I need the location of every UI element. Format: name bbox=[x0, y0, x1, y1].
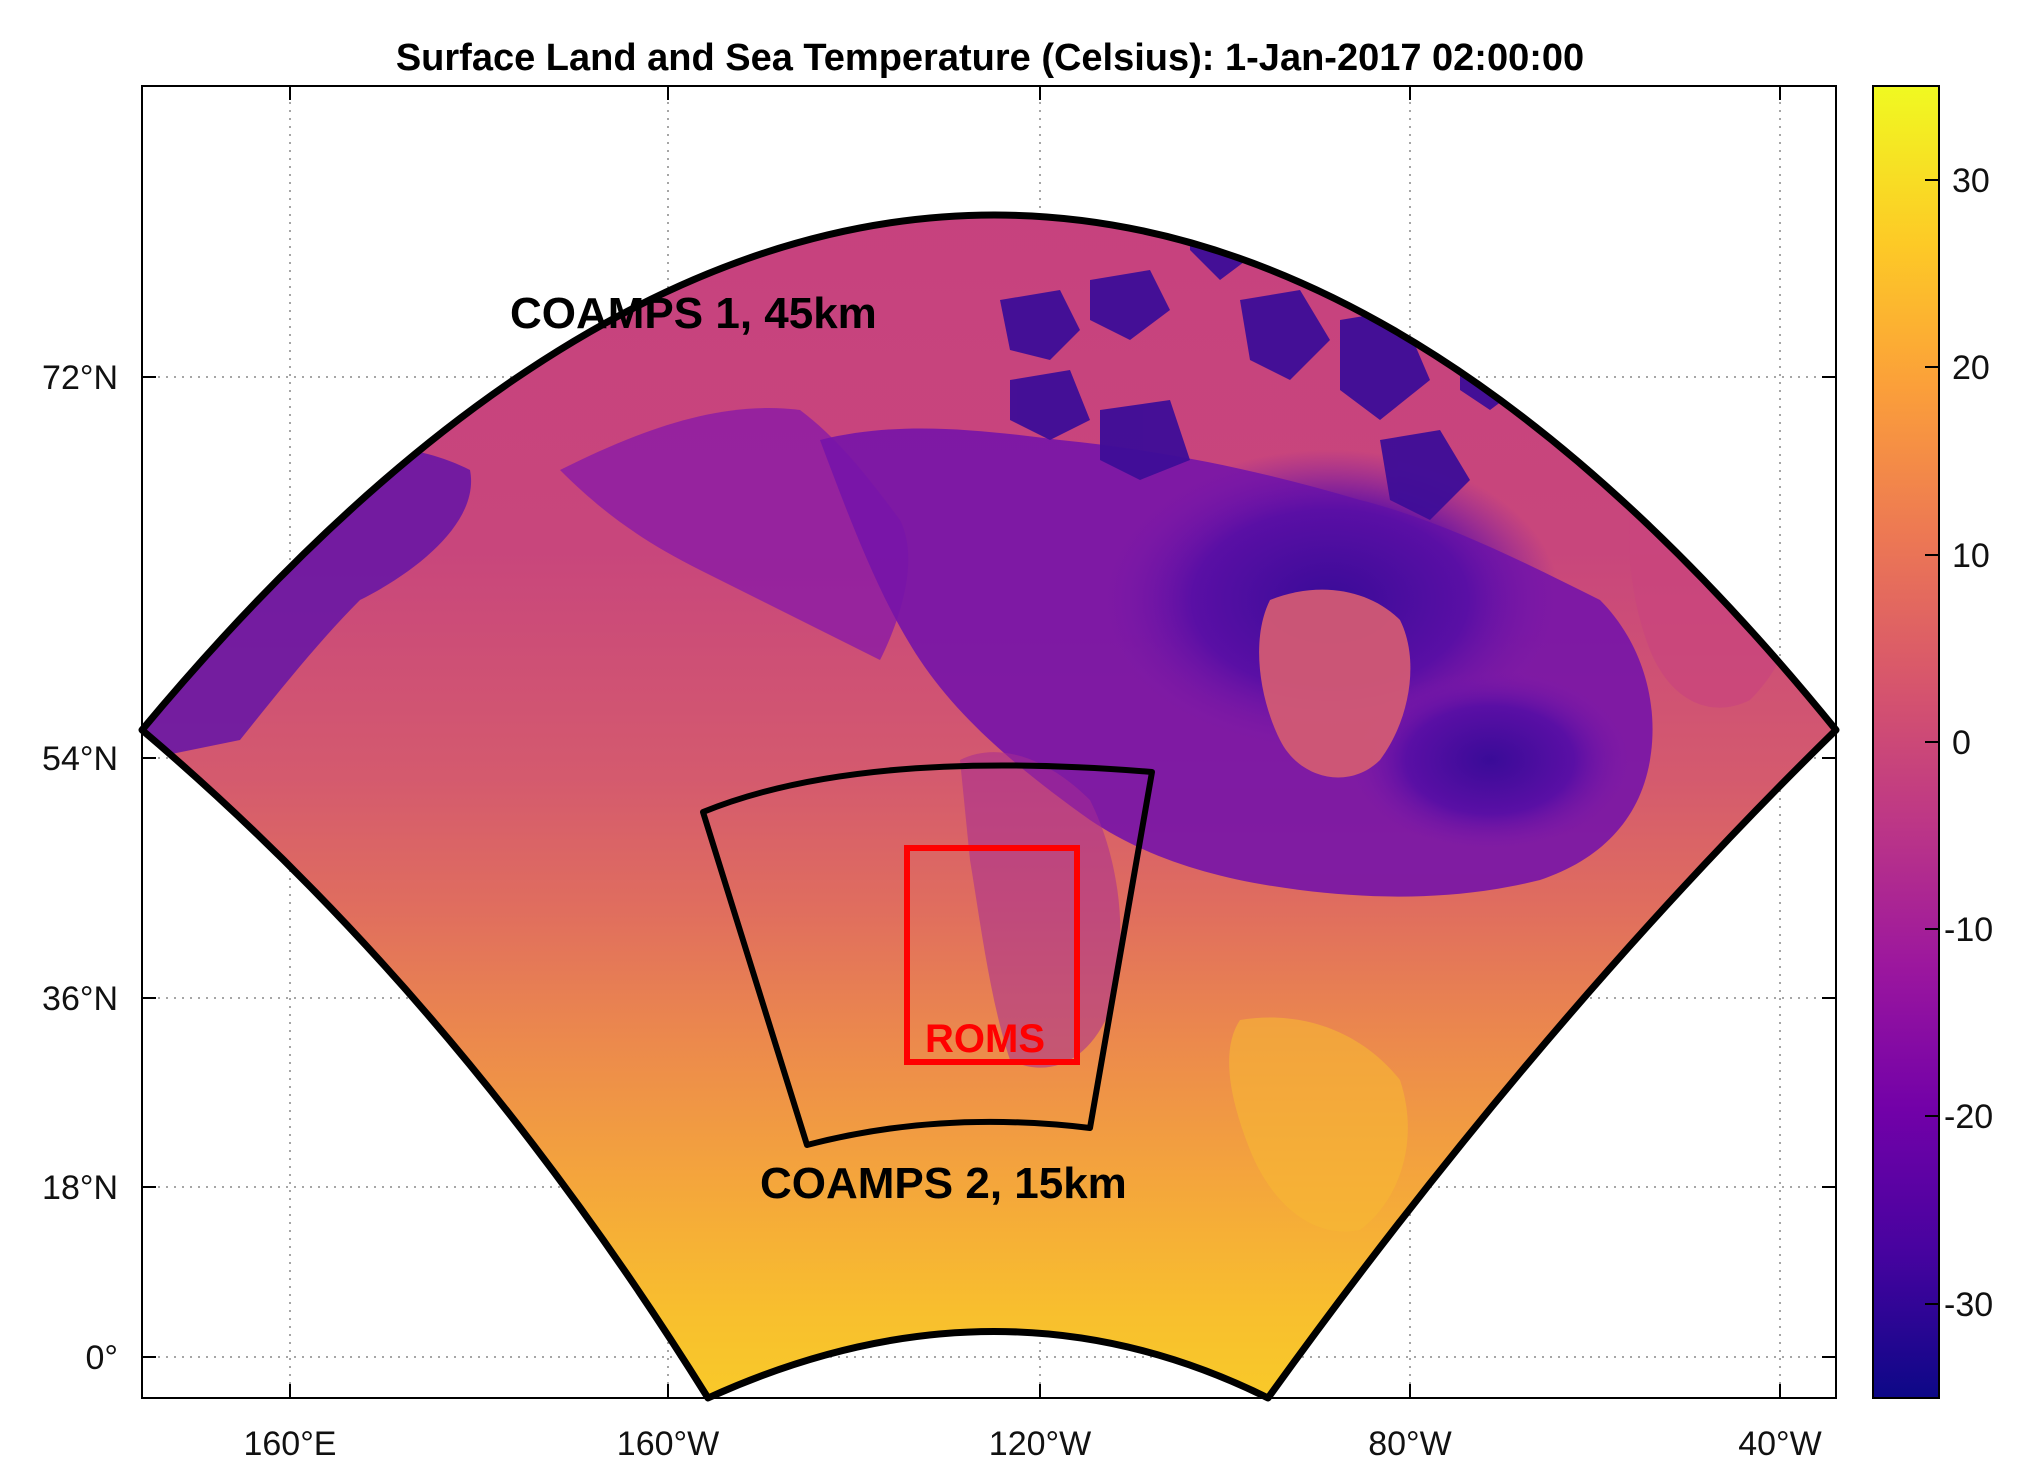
lon-tick-80W: 80°W bbox=[1368, 1425, 1452, 1463]
lat-tick-36N: 36°N bbox=[42, 980, 118, 1018]
lat-tick-72N: 72°N bbox=[42, 359, 118, 397]
coamps2-domain-outline bbox=[700, 762, 1155, 1148]
coamps1-domain-outline bbox=[138, 211, 1840, 1402]
colorbar-tick-20: 20 bbox=[1952, 349, 1990, 387]
colorbar-tick-30: 30 bbox=[1952, 162, 1990, 200]
map-title: Surface Land and Sea Temperature (Celsiu… bbox=[396, 37, 1584, 79]
roms-domain-box bbox=[904, 845, 1080, 1065]
colorbar-tick-m20: -20 bbox=[1944, 1098, 1993, 1136]
colorbar-tick-0: 0 bbox=[1952, 724, 1971, 762]
lon-tick-120W: 120°W bbox=[989, 1425, 1091, 1463]
colorbar: 30 20 10 0 -10 -20 -30 bbox=[1872, 85, 1993, 1399]
frame-ticks bbox=[142, 86, 1836, 1398]
siberia-cold-region bbox=[142, 447, 472, 760]
hudson-bay bbox=[1259, 589, 1411, 778]
lat-tick-54N: 54°N bbox=[42, 740, 118, 778]
deep-cold-core-east bbox=[1350, 670, 1630, 850]
lon-tick-40W: 40°W bbox=[1738, 1425, 1822, 1463]
colorbar-tick-m10: -10 bbox=[1944, 911, 1993, 949]
lat-tick-18N: 18°N bbox=[42, 1169, 118, 1207]
coamps2-label: COAMPS 2, 15km bbox=[760, 1159, 1127, 1208]
alaska-cold-region bbox=[560, 408, 909, 660]
roms-label: ROMS bbox=[925, 1017, 1045, 1061]
lon-tick-160E: 160°E bbox=[243, 1425, 336, 1463]
lon-tick-160W: 160°W bbox=[617, 1425, 719, 1463]
southeast-us-warm bbox=[1229, 1017, 1408, 1232]
west-coast-land bbox=[960, 752, 1121, 1068]
lat-tick-0: 0° bbox=[85, 1339, 118, 1377]
colorbar-tick-10: 10 bbox=[1952, 537, 1990, 575]
colorbar-tick-m30: -30 bbox=[1944, 1286, 1993, 1324]
coamps1-label: COAMPS 1, 45km bbox=[510, 289, 877, 338]
